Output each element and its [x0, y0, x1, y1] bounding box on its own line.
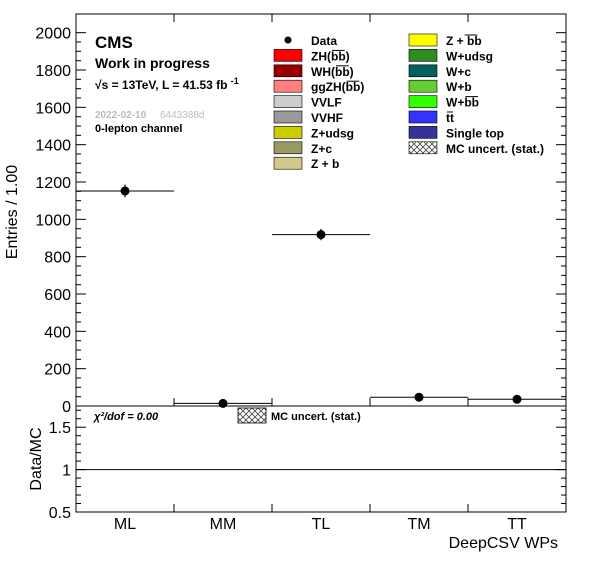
channel-label: 0-lepton channel — [95, 123, 182, 135]
main-panel: 0 200 400 600 800 1000 1200 1400 1600 1800 2000 En… — [4, 13, 567, 416]
main-y-axis-label: Entries / 1.00 — [4, 165, 21, 259]
mc-stack-bin — [76, 191, 174, 406]
legend-data-marker — [284, 36, 292, 44]
legend-swatch — [273, 64, 303, 78]
main-data-points — [120, 184, 522, 408]
energy-lumi-label: √s = 13TeV, L = 41.53 fb -1 — [95, 76, 239, 92]
energy-lumi-exponent: -1 — [231, 76, 239, 86]
main-y-tick-label: 1200 — [35, 175, 71, 192]
main-mc-stack — [76, 190, 566, 406]
main-y-tick-label: 1800 — [35, 63, 71, 80]
main-y-tick-label: 400 — [44, 324, 71, 341]
ratio-y-tick-label: 1.5 — [49, 420, 71, 437]
legend-swatch — [408, 33, 438, 47]
legend-label: W+bb — [446, 96, 479, 110]
legend-label: W+b — [446, 80, 472, 94]
data-point — [316, 230, 326, 240]
main-y-tick-label: 600 — [44, 287, 71, 304]
x-tick-label: ML — [114, 516, 136, 533]
legend-label: ZH(bb) — [311, 49, 350, 63]
main-y-tick-label: 200 — [44, 362, 71, 379]
x-tick-label: MM — [210, 516, 237, 533]
ratio-y-axis-ticks: 0.5 1 1.5 — [49, 409, 566, 522]
legend-swatch — [273, 126, 303, 139]
data-point — [512, 394, 522, 404]
legend-label: Z+c — [311, 142, 332, 156]
legend-swatch — [408, 95, 438, 108]
legend-label: Z + bb — [446, 34, 482, 48]
legend-swatch — [408, 49, 438, 62]
mc-stack-bin — [272, 235, 370, 406]
main-legend: Data Z + bb ZH(bb) W+udsg WH(bb) W+c ggZH(bb) W… — [273, 33, 544, 171]
legend-swatch — [408, 64, 438, 78]
legend-label: tt — [446, 111, 454, 125]
legend-label: W+udsg — [446, 49, 493, 63]
legend-label: Data — [311, 34, 337, 48]
legend-swatch — [408, 110, 438, 124]
main-y-tick-label: 1000 — [35, 212, 71, 229]
data-point — [120, 186, 130, 196]
date-label: 2022-02-10 — [95, 110, 147, 121]
chi2-label: χ²/dof = 0.00 — [93, 411, 159, 423]
legend-hatch-swatch — [408, 141, 438, 155]
data-point — [414, 392, 424, 402]
legend-label: MC uncert. (stat.) — [446, 142, 544, 156]
status-label: Work in progress — [95, 55, 210, 71]
legend-label: W+c — [446, 65, 471, 79]
main-y-tick-label: 0 — [62, 399, 71, 416]
cms-label: CMS — [95, 33, 133, 52]
ratio-panel: 0.5 1 1.5 ML MM TL TM TT Data/MC DeepCSV WPs χ… — [28, 14, 567, 552]
legend-swatch — [273, 49, 303, 62]
ratio-y-tick-label: 1 — [62, 463, 71, 480]
legend-swatch — [408, 126, 438, 139]
ratio-legend-hatch-swatch — [237, 407, 267, 424]
legend-label: Single top — [446, 126, 504, 140]
legend-swatch — [408, 79, 438, 93]
x-axis-label: DeepCSV WPs — [449, 535, 558, 552]
legend-label: VVHF — [311, 111, 343, 125]
data-point — [218, 398, 228, 408]
legend-label: WH(bb) — [311, 65, 354, 79]
legend-label: Z+udsg — [311, 126, 354, 140]
x-axis-ticks: ML MM TL TM TT — [114, 14, 527, 533]
hash-label: 6443388d — [160, 110, 205, 121]
energy-lumi-text: √s = 13TeV, L = 41.53 fb — [95, 78, 227, 92]
legend-swatch — [273, 141, 303, 155]
main-y-tick-label: 2000 — [35, 26, 71, 43]
legend-swatch — [273, 95, 303, 108]
ratio-legend-label: MC uncert. (stat.) — [271, 411, 361, 423]
legend-swatch — [273, 110, 303, 124]
main-y-tick-label: 1600 — [35, 100, 71, 117]
ratio-plot-frame — [75, 405, 567, 513]
x-tick-label: TL — [312, 516, 331, 533]
legend-swatch — [273, 79, 303, 93]
x-tick-label: TM — [407, 516, 430, 533]
legend-label: ggZH(bb) — [311, 80, 364, 94]
main-y-axis-ticks: 0 200 400 600 800 1000 1200 1400 1600 1800 2000 — [35, 26, 566, 416]
ratio-y-tick-label: 0.5 — [49, 505, 71, 522]
main-y-tick-label: 1400 — [35, 138, 71, 155]
legend-label: Z + b — [311, 157, 339, 171]
x-tick-label: TT — [507, 516, 527, 533]
legend-swatch — [273, 156, 303, 170]
ratio-y-axis-label: Data/MC — [28, 427, 45, 490]
main-y-tick-label: 800 — [44, 250, 71, 267]
legend-label: VVLF — [311, 96, 342, 110]
